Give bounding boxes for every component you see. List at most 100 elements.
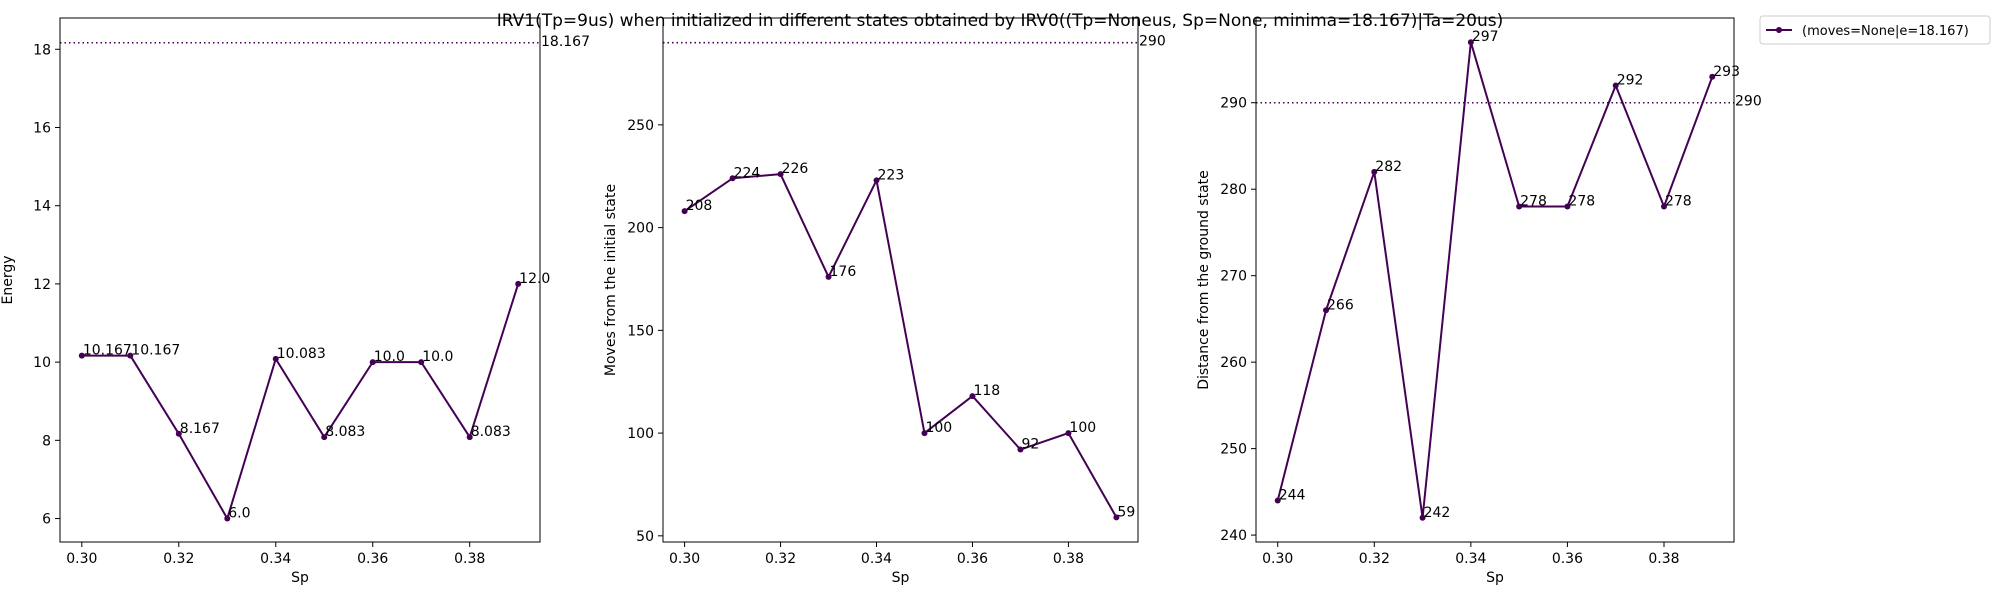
energy-ytick-label: 8 xyxy=(42,433,51,449)
energy-point-label: 6.0 xyxy=(228,506,250,522)
energy-point-label: 10.083 xyxy=(277,346,326,362)
legend-frame xyxy=(1759,15,1991,45)
energy-data-point xyxy=(175,430,182,437)
distance-xlabel: Sp xyxy=(1486,570,1504,586)
energy-data-point xyxy=(321,434,328,441)
moves-point-label: 118 xyxy=(973,383,1000,399)
moves-xtick-label: 0.34 xyxy=(861,551,892,567)
distance-xtick-label: 0.30 xyxy=(1262,551,1293,567)
distance-data-point xyxy=(1323,307,1330,314)
moves-data-point xyxy=(681,208,688,215)
energy-xtick-label: 0.32 xyxy=(163,551,194,567)
energy-ytick-label: 6 xyxy=(42,512,51,528)
moves-point-label: 59 xyxy=(1117,504,1135,520)
energy-ytick-label: 10 xyxy=(33,355,51,371)
energy-data-point xyxy=(272,355,279,362)
energy-data-point xyxy=(224,515,231,522)
energy-series-line xyxy=(81,283,520,520)
distance-data-point xyxy=(1516,203,1523,210)
energy-ytick-label: 12 xyxy=(33,277,51,293)
moves-ytick-label: 200 xyxy=(627,221,654,237)
moves-ylabel: Moves from the initial state xyxy=(603,184,619,376)
energy-point-label: 12.0 xyxy=(519,271,550,287)
energy-data-point xyxy=(515,280,522,287)
moves-ytick-label: 150 xyxy=(627,323,654,339)
moves-point-label: 226 xyxy=(782,161,809,177)
moves-point-label: 176 xyxy=(830,264,857,280)
distance-point-label: 297 xyxy=(1472,29,1499,45)
distance-point-label: 278 xyxy=(1568,194,1595,210)
moves-point-label: 100 xyxy=(1069,420,1096,436)
moves-reference-label: 290 xyxy=(1139,34,1166,50)
distance-ytick-label: 290 xyxy=(1220,96,1247,112)
energy-point-label: 8.083 xyxy=(325,424,365,440)
figure-suptitle: IRV1(Tp=9us) when initialized in differe… xyxy=(497,11,1504,31)
energy-data-point xyxy=(369,359,376,366)
energy-ylabel: Energy xyxy=(0,255,16,304)
energy-data-point xyxy=(418,359,425,366)
distance-xtick-label: 0.32 xyxy=(1359,551,1390,567)
energy-point-label: 10.0 xyxy=(374,349,405,365)
energy-xtick-label: 0.30 xyxy=(66,551,97,567)
distance-ytick-label: 260 xyxy=(1220,355,1247,371)
distance-data-point xyxy=(1564,203,1571,210)
distance-point-label: 292 xyxy=(1617,72,1644,88)
distance-xtick-label: 0.34 xyxy=(1455,551,1486,567)
distance-point-label: 278 xyxy=(1520,194,1547,210)
distance-xtick-label: 0.38 xyxy=(1648,551,1679,567)
energy-point-label: 8.083 xyxy=(471,424,511,440)
moves-axes-frame xyxy=(662,17,1139,543)
distance-data-point xyxy=(1612,82,1619,89)
moves-xtick-label: 0.30 xyxy=(669,551,700,567)
distance-point-label: 282 xyxy=(1375,159,1402,175)
legend-marker-swatch xyxy=(1776,27,1782,33)
moves-data-point xyxy=(729,175,736,182)
moves-data-point xyxy=(921,430,928,437)
moves-xlabel: Sp xyxy=(892,570,910,586)
energy-point-label: 8.167 xyxy=(180,421,220,437)
moves-xtick-label: 0.32 xyxy=(765,551,796,567)
legend: (moves=None|e=18.167) xyxy=(1759,15,1991,45)
distance-subplot: 0.30 0.32 0.34 0.36 0.38 240 250 260 270 280 290 Sp… xyxy=(1196,17,1762,586)
distance-data-point xyxy=(1371,168,1378,175)
energy-ytick-label: 18 xyxy=(33,42,51,58)
energy-ytick-label: 16 xyxy=(33,120,51,136)
energy-xtick-label: 0.34 xyxy=(260,551,291,567)
distance-data-point xyxy=(1419,514,1426,521)
energy-point-label: 10.167 xyxy=(131,343,180,359)
distance-data-point xyxy=(1467,39,1474,46)
distance-ytick-label: 240 xyxy=(1220,528,1247,544)
energy-data-point xyxy=(466,434,473,441)
distance-data-point xyxy=(1709,73,1716,80)
distance-data-point xyxy=(1274,497,1281,504)
moves-xtick-label: 0.38 xyxy=(1053,551,1084,567)
moves-series-line xyxy=(684,173,1118,518)
moves-ytick-label: 50 xyxy=(636,529,654,545)
distance-point-label: 266 xyxy=(1327,297,1354,313)
distance-point-label: 278 xyxy=(1665,194,1692,210)
legend-label: (moves=None|e=18.167) xyxy=(1802,24,1969,39)
moves-data-point xyxy=(1017,446,1024,453)
moves-data-point xyxy=(873,177,880,184)
moves-data-point xyxy=(1065,430,1072,437)
distance-axes-frame xyxy=(1255,17,1735,543)
moves-subplot: 0.30 0.32 0.34 0.36 0.38 50 100 150 200 250 Sp Move… xyxy=(603,17,1166,586)
distance-ytick-label: 270 xyxy=(1220,269,1247,285)
energy-data-point xyxy=(78,352,85,359)
moves-point-label: 224 xyxy=(734,165,761,181)
distance-xtick-label: 0.36 xyxy=(1552,551,1583,567)
energy-point-label: 10.0 xyxy=(422,349,453,365)
moves-ytick-label: 100 xyxy=(627,426,654,442)
energy-xtick-label: 0.36 xyxy=(357,551,388,567)
energy-reference-label: 18.167 xyxy=(541,34,590,50)
moves-point-label: 223 xyxy=(878,167,905,183)
energy-ytick-label: 14 xyxy=(33,199,51,215)
distance-ylabel: Distance from the ground state xyxy=(1196,170,1212,390)
moves-point-label: 92 xyxy=(1021,437,1039,453)
energy-axes-frame xyxy=(59,17,541,543)
moves-data-point xyxy=(777,171,784,178)
moves-ytick-label: 250 xyxy=(627,118,654,134)
distance-data-point xyxy=(1660,203,1667,210)
moves-data-point xyxy=(1113,514,1120,521)
